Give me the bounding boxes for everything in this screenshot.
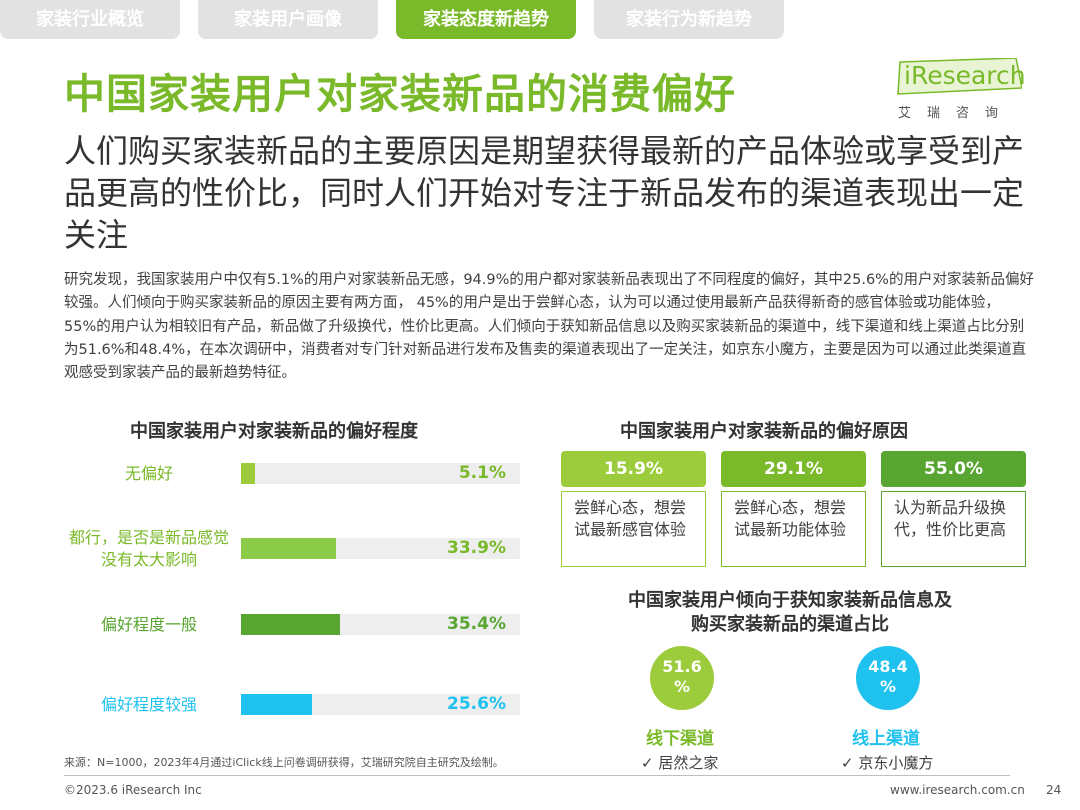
- footer-copyright: ©2023.6 iResearch Inc: [64, 783, 202, 797]
- reason-chart-title: 中国家装用户对家装新品的偏好原因: [620, 421, 908, 442]
- channel-share-online: 48.4 %: [856, 646, 920, 710]
- bar-value-strong: 25.6%: [447, 694, 506, 714]
- reason-value-value: 55.0%: [881, 451, 1026, 487]
- body-paragraph: 研究发现，我国家装用户中仅有5.1%的用户对家装新品无感，94.9%的用户都对家…: [64, 272, 1034, 382]
- channel-share-offline: 51.6 %: [650, 646, 714, 710]
- bar-value-indifferent: 33.9%: [447, 538, 506, 558]
- check-icon: ✓: [841, 754, 854, 772]
- bar-value-none: 5.1%: [458, 463, 506, 483]
- bar-label-moderate: 偏好程度一般: [100, 615, 197, 634]
- bar-fill-moderate: [241, 614, 340, 635]
- footer-divider: [64, 775, 1010, 776]
- channel-share-offline-unit: %: [673, 677, 691, 696]
- channel-chart-title-1: 中国家装用户倾向于获知家装新品信息及: [628, 590, 952, 611]
- channel-example-offline-text: 居然之家: [658, 754, 719, 772]
- logo-mark-icon: [897, 58, 1022, 95]
- footer-website: www.iresearch.com.cn: [890, 783, 1025, 797]
- footer-page-number: 24: [1046, 783, 1062, 797]
- bar-track: 5.1%: [241, 463, 520, 484]
- bar-fill-strong: [241, 694, 313, 715]
- tab-industry-overview[interactable]: 家装行业概览: [0, 0, 180, 39]
- page-subtitle: 人们购买家装新品的主要原因是期望获得最新的产品体验或享受到产品更高的性价比，同时…: [64, 132, 1025, 254]
- bar-label-indifferent: 都行，是否是新品感觉没有太大影响: [68, 528, 229, 569]
- bar-fill-none: [241, 463, 256, 484]
- bar-value-moderate: 35.4%: [447, 614, 506, 634]
- tab-attitude-trends[interactable]: 家装态度新趋势: [396, 0, 576, 39]
- channel-name-online: 线上渠道: [852, 729, 920, 749]
- bar-track: 33.9%: [241, 538, 520, 559]
- iresearch-logo: iResearch 艾瑞咨询: [894, 58, 1026, 121]
- bar-label-strong: 偏好程度较强: [100, 695, 197, 714]
- page-title: 中国家装用户对家装新品的消费偏好: [64, 70, 736, 118]
- channel-share-online-unit: %: [879, 677, 897, 696]
- channel-share-online-value: 48.4: [868, 657, 908, 676]
- bar-track: 35.4%: [241, 614, 520, 635]
- reason-value-function: 29.1%: [721, 451, 866, 487]
- channel-share-offline-value: 51.6: [662, 657, 702, 676]
- check-icon: ✓: [641, 754, 654, 772]
- source-note: 来源：N=1000，2023年4月通过iClick线上问卷调研获得，艾瑞研究院自…: [64, 756, 504, 769]
- reason-text-value: 认为新品升级换代，性价比更高: [881, 491, 1026, 567]
- bar-label-none: 无偏好: [124, 464, 173, 483]
- bar-track: 25.6%: [241, 694, 520, 715]
- channel-example-offline: ✓ 居然之家: [641, 752, 718, 773]
- tab-behavior-trends[interactable]: 家装行为新趋势: [594, 0, 784, 39]
- section-tabs: 家装行业概览 家装用户画像 家装态度新趋势 家装行为新趋势: [0, 0, 1080, 42]
- reason-value-sensory: 15.9%: [561, 451, 706, 487]
- reason-text-sensory: 尝鲜心态，想尝试最新感官体验: [561, 491, 706, 567]
- channel-example-online: ✓ 京东小魔方: [841, 752, 933, 773]
- preference-chart-title: 中国家装用户对家装新品的偏好程度: [130, 421, 418, 442]
- channel-example-online-text: 京东小魔方: [858, 754, 934, 772]
- logo-subtitle: 艾瑞咨询: [898, 106, 1015, 121]
- tab-user-portrait[interactable]: 家装用户画像: [198, 0, 378, 39]
- channel-name-offline: 线下渠道: [646, 729, 714, 749]
- reason-text-function: 尝鲜心态，想尝试最新功能体验: [721, 491, 866, 567]
- logo-brand: iResearch: [904, 61, 1026, 90]
- channel-chart-title-2: 购买家装新品的渠道占比: [691, 614, 889, 635]
- bar-fill-indifferent: [241, 538, 336, 559]
